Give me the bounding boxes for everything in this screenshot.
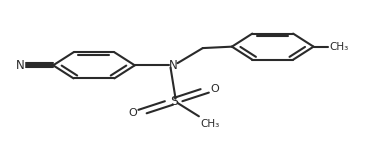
Text: N: N <box>16 59 25 72</box>
Text: N: N <box>169 59 178 72</box>
Text: CH₃: CH₃ <box>201 119 220 129</box>
Text: CH₃: CH₃ <box>330 42 349 52</box>
Text: S: S <box>170 95 177 108</box>
Text: O: O <box>210 84 219 94</box>
Text: O: O <box>128 108 137 118</box>
